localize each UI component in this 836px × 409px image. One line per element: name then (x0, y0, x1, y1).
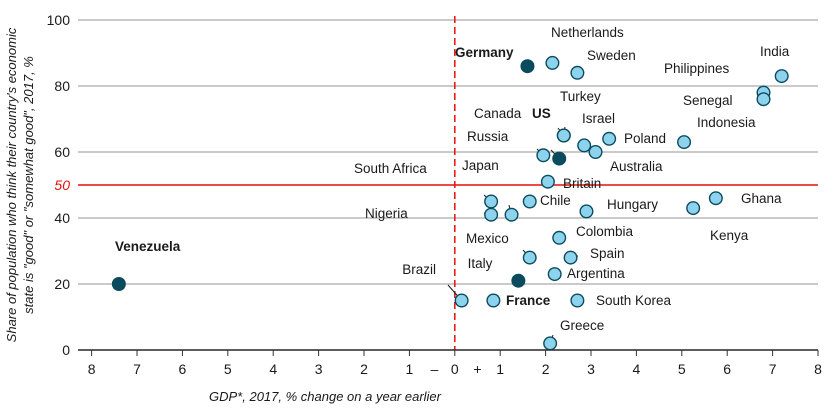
point-south-africa (484, 194, 499, 209)
point-italy (486, 293, 501, 308)
label-australia: Australia (610, 159, 663, 174)
label-hungary: Hungary (607, 197, 658, 212)
label-senegal: Senegal (683, 93, 733, 108)
x-tick-label: 5 (678, 361, 686, 377)
x-tick-label: 4 (269, 361, 277, 377)
point-greece (543, 336, 558, 351)
y-tick-label: 0 (62, 342, 70, 358)
label-mexico: Mexico (466, 231, 509, 246)
label-spain: Spain (590, 246, 625, 261)
y-tick-label: 80 (54, 78, 70, 94)
label-indonesia: Indonesia (697, 115, 756, 130)
point-ghana (708, 191, 723, 206)
label-germany: Germany (455, 45, 514, 60)
point-senegal (756, 92, 771, 107)
x-tick-label: 1 (496, 361, 504, 377)
label-poland: Poland (624, 131, 666, 146)
point-labels: Venezuela Brazil Italy France Greece South Ko… (115, 25, 790, 333)
label-turkey: Turkey (560, 89, 601, 104)
label-argentina: Argentina (567, 266, 625, 281)
point-south-korea (570, 293, 585, 308)
point-venezuela (111, 277, 126, 292)
x-tick-label: 4 (633, 361, 641, 377)
label-japan: Japan (462, 158, 499, 173)
x-tick-label: 6 (179, 361, 187, 377)
x-tick-label: 7 (133, 361, 141, 377)
x-tick-label: 0 (451, 361, 459, 377)
point-us (552, 151, 567, 166)
point-indonesia (677, 135, 692, 150)
point-australia (588, 144, 603, 159)
label-kenya: Kenya (710, 228, 749, 243)
x-tick-label: 1 (406, 361, 414, 377)
label-italy: Italy (468, 256, 493, 271)
point-brazil (454, 293, 469, 308)
y-axis-title-line: state is "good" or "somewhat good", 2017… (21, 56, 36, 314)
y-tick-label: 20 (54, 276, 70, 292)
label-chile: Chile (540, 193, 571, 208)
label-canada: Canada (474, 106, 522, 121)
point-turkey (556, 128, 571, 143)
label-nigeria: Nigeria (365, 206, 408, 221)
reference-line-label: 50 (54, 177, 70, 193)
x-tick-label: 7 (769, 361, 777, 377)
x-tick-label: 5 (224, 361, 232, 377)
point-netherlands (545, 55, 560, 70)
point-israel (577, 138, 592, 153)
y-tick-label: 100 (47, 12, 71, 28)
point-russia (536, 148, 551, 163)
y-tick-label: 60 (54, 144, 70, 160)
label-israel: Israel (582, 111, 615, 126)
y-axis-title: Share of population who think their coun… (4, 27, 36, 342)
point-india (774, 69, 789, 84)
point-colombia (552, 230, 567, 245)
x-tick-label: 2 (360, 361, 368, 377)
x-tick-label: 8 (88, 361, 96, 377)
label-south-africa: South Africa (354, 161, 427, 176)
reference-lines: 50 (54, 16, 818, 350)
x-tick-label: 3 (587, 361, 595, 377)
point-nigeria (484, 207, 499, 222)
axes: 0 20 40 60 80 100 8 7 6 5 4 3 2 1 0 1 2 3 4 5 6 7 8 – + GDP*, 201… (4, 12, 822, 404)
label-sweden: Sweden (587, 48, 636, 63)
x-tick-label: 8 (814, 361, 822, 377)
label-greece: Greece (560, 318, 604, 333)
x-tick-label: 3 (315, 361, 323, 377)
point-poland (602, 131, 617, 146)
point-argentina (547, 267, 562, 282)
label-netherlands: Netherlands (551, 25, 624, 40)
point-hungary (579, 204, 594, 219)
label-venezuela: Venezuela (115, 239, 181, 254)
y-tick-label: 40 (54, 210, 70, 226)
label-ghana: Ghana (741, 191, 782, 206)
y-axis-title-line: Share of population who think their coun… (4, 27, 19, 342)
point-kenya (686, 201, 701, 216)
point-france (511, 273, 526, 288)
x-sign-minus: – (430, 361, 438, 377)
point-mexico (522, 250, 537, 265)
label-britain: Britain (563, 176, 601, 191)
point-spain (563, 250, 578, 265)
x-axis-title: GDP*, 2017, % change on a year earlier (209, 389, 442, 404)
label-france: France (506, 293, 551, 308)
label-south-korea: South Korea (596, 293, 672, 308)
label-colombia: Colombia (576, 224, 634, 239)
x-tick-label: 2 (542, 361, 550, 377)
point-britain (540, 174, 555, 189)
data-points (111, 55, 789, 351)
x-tick-label: 6 (723, 361, 731, 377)
label-philippines: Philippines (664, 61, 730, 76)
point-chile (522, 194, 537, 209)
label-india: India (760, 44, 790, 59)
point-sweden (570, 65, 585, 80)
x-sign-plus: + (473, 361, 481, 377)
label-russia: Russia (467, 129, 509, 144)
point-japan (504, 207, 519, 222)
label-brazil: Brazil (402, 262, 436, 277)
point-germany (520, 59, 535, 74)
label-us: US (532, 106, 551, 121)
